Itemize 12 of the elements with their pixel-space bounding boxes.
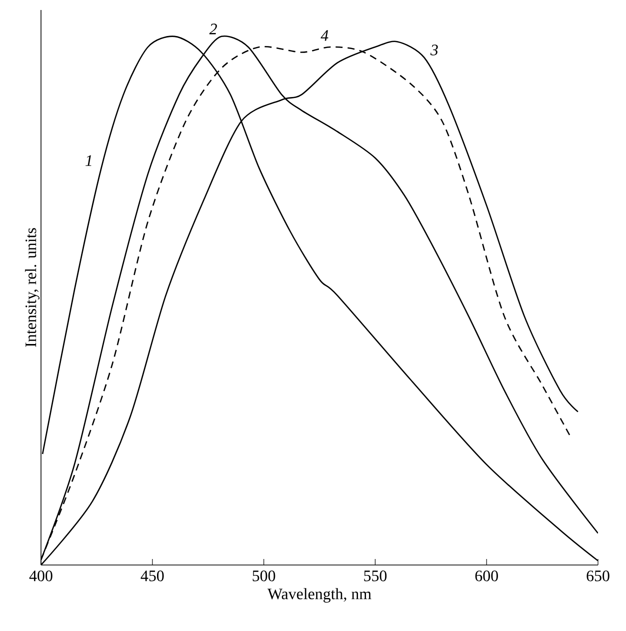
series-label: 1 [86, 155, 92, 166]
x-tick-label: 650 [586, 570, 610, 582]
x-tick-label: 550 [364, 570, 387, 582]
y-axis-title: Intensity, rel. units [24, 228, 40, 347]
x-tick-label: 500 [252, 570, 276, 582]
x-tick-label: 600 [475, 570, 498, 582]
x-axis-title: Wavelength, nm [267, 588, 372, 603]
series-label: 2 [209, 24, 217, 34]
x-tick-label: 400 [29, 570, 52, 582]
series-label: 4 [320, 30, 328, 41]
series-label: 3 [430, 44, 438, 56]
x-tick-label: 450 [140, 570, 164, 582]
